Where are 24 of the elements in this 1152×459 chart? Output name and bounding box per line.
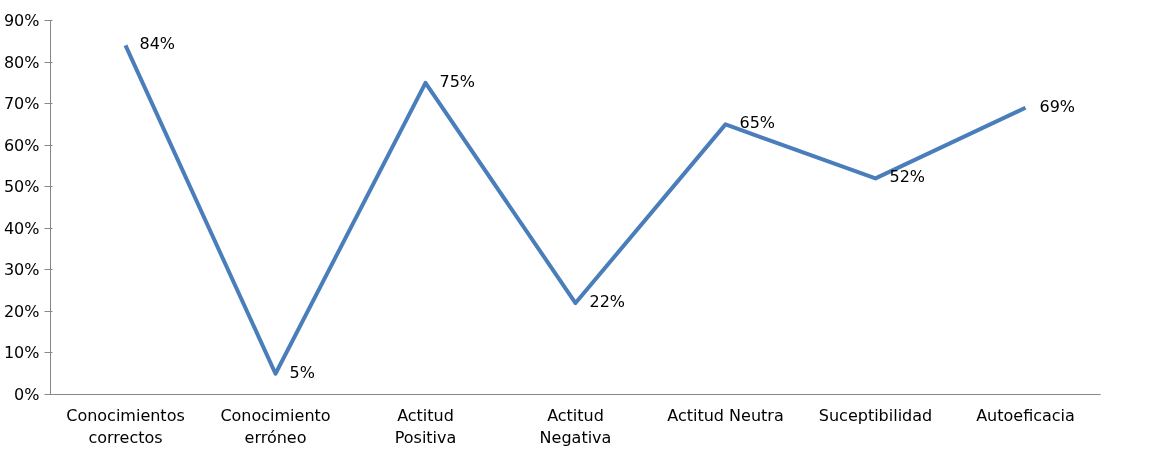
y-tick-label: 40% [3,218,40,238]
x-tick-label: Conocimientos correctos [66,405,185,448]
y-tick-label: 60% [3,135,40,155]
data-label: 65% [739,113,776,133]
y-tick-label: 20% [3,301,40,321]
y-tick-label: 50% [3,177,40,197]
x-tick-label: Actitud Positiva [394,405,457,448]
data-label: 5% [289,362,315,382]
data-label: 84% [139,34,176,54]
data-label: 69% [1039,96,1076,116]
y-tick-label: 80% [3,52,40,72]
y-tick-label: 0% [14,385,40,404]
y-tick-label: 30% [3,260,40,280]
y-tick-label: 70% [3,94,40,114]
data-label: 52% [889,167,926,187]
data-label: 75% [439,71,476,91]
y-tick-label: 90% [3,11,40,30]
data-label: 22% [589,292,626,312]
x-tick-label: Autoeficacia [976,405,1075,425]
x-tick-label: Actitud Neutra [667,405,784,425]
x-tick-label: Actitud Negativa [539,405,612,448]
x-tick-label: Suceptibilidad [818,405,933,425]
x-tick-label: Conocimiento erróneo [220,405,331,448]
y-tick-label: 10% [3,343,40,363]
